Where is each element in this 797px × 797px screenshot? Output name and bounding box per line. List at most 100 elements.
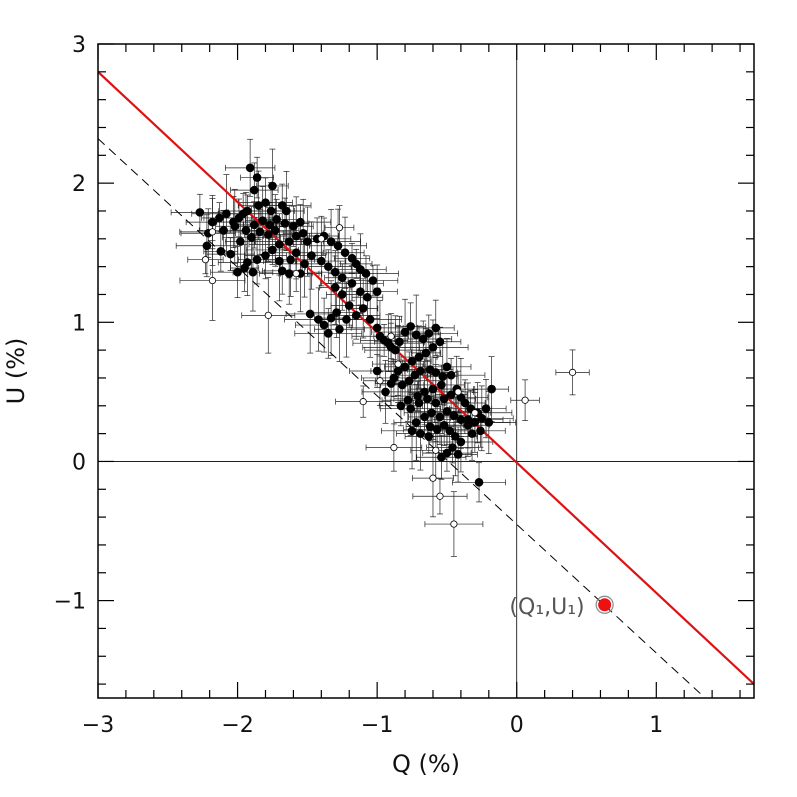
filled-data-point (291, 248, 301, 258)
filled-data-point (284, 237, 294, 246)
open-data-point (436, 492, 444, 500)
x-tick-label: −3 (82, 713, 114, 738)
data-points (195, 163, 577, 528)
axis-ticks: −3 −2 −1 0 1 −1 0 1 2 3 (54, 33, 754, 738)
red-fit-line (98, 71, 754, 685)
filled-data-point (407, 426, 417, 436)
filled-data-point (463, 415, 473, 425)
plot-frame (97, 43, 755, 699)
filled-data-point (268, 245, 277, 255)
filled-data-point (268, 181, 277, 191)
filled-data-point (418, 334, 428, 344)
filled-data-point (261, 251, 270, 260)
open-data-point (390, 443, 398, 452)
filled-data-point (420, 412, 429, 422)
filled-data-point (424, 329, 434, 338)
filled-data-point (286, 255, 295, 264)
filled-data-point (437, 380, 446, 390)
filled-data-point (255, 227, 265, 237)
filled-data-point (403, 395, 413, 405)
open-data-point (208, 276, 217, 285)
open-data-point (568, 368, 577, 376)
filled-data-point (449, 411, 459, 420)
filled-data-point (437, 452, 446, 462)
y-tick-label: 3 (72, 33, 86, 58)
filled-data-point (411, 330, 421, 340)
filled-data-point (330, 283, 340, 292)
filled-data-point (347, 279, 357, 288)
filled-data-point (252, 255, 262, 264)
filled-data-point (413, 391, 422, 401)
filled-data-point (344, 301, 354, 310)
special-point (598, 598, 612, 612)
filled-data-point (477, 414, 487, 423)
filled-data-point (326, 313, 336, 323)
filled-data-point (363, 292, 372, 302)
filled-data-point (406, 322, 415, 331)
filled-data-point (381, 387, 390, 397)
filled-data-point (439, 394, 449, 404)
open-data-point (471, 409, 479, 417)
filled-data-point (216, 247, 226, 256)
filled-data-point (428, 384, 438, 394)
filled-data-point (448, 443, 457, 452)
filled-data-point (252, 173, 262, 182)
filled-data-point (323, 329, 333, 338)
open-data-point (359, 398, 367, 406)
x-tick-label: −2 (221, 713, 253, 738)
filled-data-point (372, 287, 382, 296)
filled-data-point (451, 432, 460, 441)
filled-data-point (280, 219, 290, 228)
open-data-point (201, 256, 210, 264)
special-point-group: (Q₁,U₁) (509, 595, 614, 620)
filled-data-point (400, 327, 410, 337)
filled-data-point (474, 478, 484, 487)
open-data-point (394, 360, 402, 368)
open-data-point (264, 311, 272, 319)
filled-data-point (245, 163, 255, 173)
y-tick-label: 2 (72, 172, 86, 197)
filled-data-point (361, 269, 371, 278)
open-data-point (292, 269, 300, 278)
filled-data-point (425, 422, 435, 431)
error-bars (170, 138, 590, 557)
filled-data-point (411, 418, 421, 427)
fit-lines (98, 71, 754, 698)
open-data-point (317, 235, 325, 243)
filled-data-point (291, 231, 301, 241)
filled-data-point (289, 221, 298, 231)
filled-data-point (337, 290, 347, 299)
filled-data-point (358, 304, 368, 313)
filled-data-point (431, 368, 441, 377)
y-tick-label: 1 (72, 311, 86, 336)
dashed-reference-line (98, 138, 706, 698)
filled-data-point (332, 308, 341, 317)
filled-data-point (390, 345, 400, 355)
filled-data-point (296, 217, 305, 227)
filled-data-point (219, 226, 228, 235)
open-data-point (387, 332, 395, 340)
filled-data-point (340, 248, 350, 258)
filled-data-point (356, 287, 365, 296)
filled-data-point (428, 343, 438, 352)
y-tick-label: −1 (54, 590, 86, 615)
filled-data-point (397, 380, 407, 390)
open-data-point (450, 520, 458, 528)
filled-data-point (372, 323, 382, 333)
filled-data-point (233, 267, 242, 277)
x-tick-label: 0 (510, 713, 524, 738)
filled-data-point (333, 241, 343, 251)
filled-data-point (446, 390, 456, 399)
filled-data-point (240, 263, 249, 273)
filled-data-point (487, 384, 496, 394)
filled-data-point (208, 217, 217, 227)
filled-data-point (467, 429, 477, 438)
filled-data-point (250, 185, 259, 195)
filled-data-point (481, 404, 491, 413)
filled-data-point (307, 251, 316, 260)
filled-data-point (446, 370, 456, 380)
filled-data-point (254, 201, 263, 210)
open-data-point (208, 228, 217, 236)
filled-data-point (195, 208, 205, 217)
filled-data-point (431, 323, 441, 333)
